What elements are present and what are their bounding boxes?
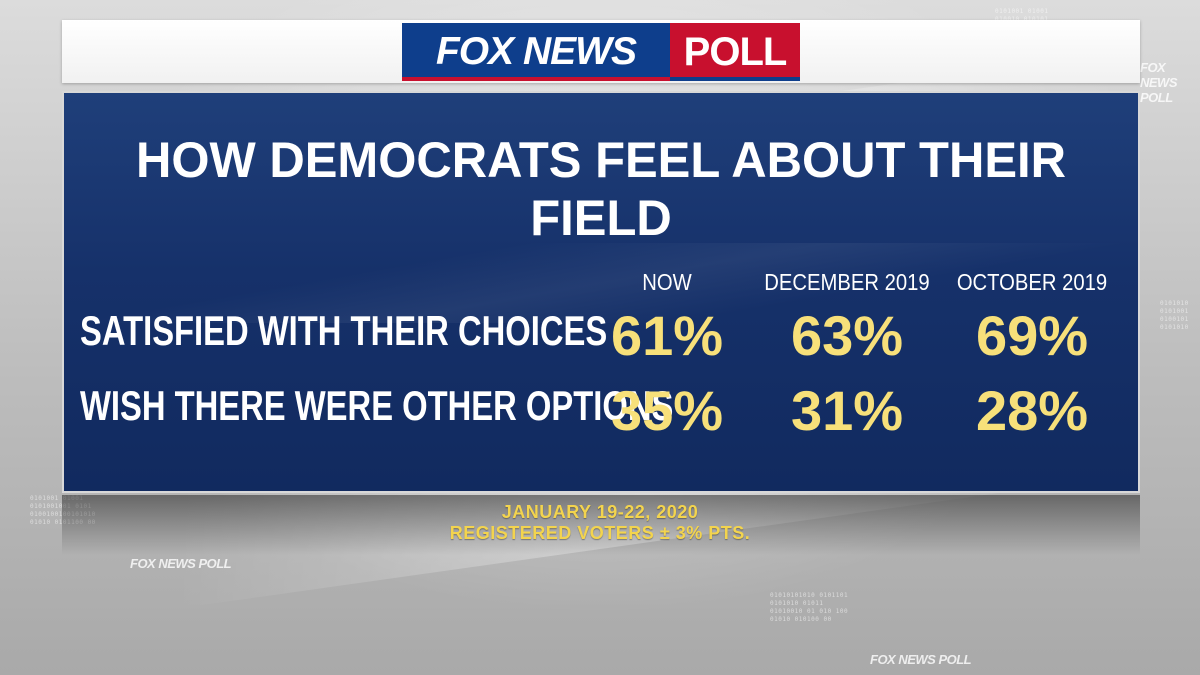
logo-poll-block: POLL [670, 23, 800, 81]
row-label-wish-other-options: WISH THERE WERE OTHER OPTIONS [80, 382, 674, 429]
background-binary-decoration: 0101010 0101001 0100101 0101010 [1160, 300, 1189, 331]
row-label-satisfied: SATISFIED WITH THEIR CHOICES [80, 307, 608, 354]
poll-panel: HOW DEMOCRATS FEEL ABOUT THEIR FIELD NOW… [62, 91, 1140, 493]
footer-shadow [62, 495, 1140, 555]
column-header-october-2019: OCTOBER 2019 [956, 269, 1108, 295]
value-wish-october-2019: 28% [975, 379, 1089, 442]
value-wish-december-2019: 31% [790, 379, 904, 442]
poll-sample-margin: REGISTERED VOTERS ± 3% PTS. [449, 523, 751, 543]
column-header-december-2019: DECEMBER 2019 [764, 269, 930, 295]
background-watermark: FOX NEWS POLL [870, 652, 972, 667]
value-satisfied-now: 61% [610, 304, 724, 367]
chart-title: HOW DEMOCRATS FEEL ABOUT THEIR FIELD [135, 132, 1067, 246]
value-wish-now: 35% [610, 379, 724, 442]
panel-sheen [64, 243, 1138, 323]
value-satisfied-december-2019: 63% [790, 304, 904, 367]
background-binary-decoration: 01010101010 0101101 0101010 01011 01010010… [770, 592, 849, 623]
fox-news-poll-logo: FOX NEWS POLL [402, 23, 800, 81]
logo-brand-block: FOX NEWS [402, 23, 670, 81]
logo-brand-text: FOX NEWS [435, 30, 637, 73]
column-header-now: NOW [642, 269, 692, 295]
poll-dates: JANUARY 19-22, 2020 [501, 502, 699, 522]
background-watermark: FOX NEWS POLL [130, 556, 232, 571]
logo-poll-text: POLL [683, 29, 788, 74]
background-watermark: FOX NEWS POLL [1140, 60, 1178, 105]
value-satisfied-october-2019: 69% [975, 304, 1089, 367]
